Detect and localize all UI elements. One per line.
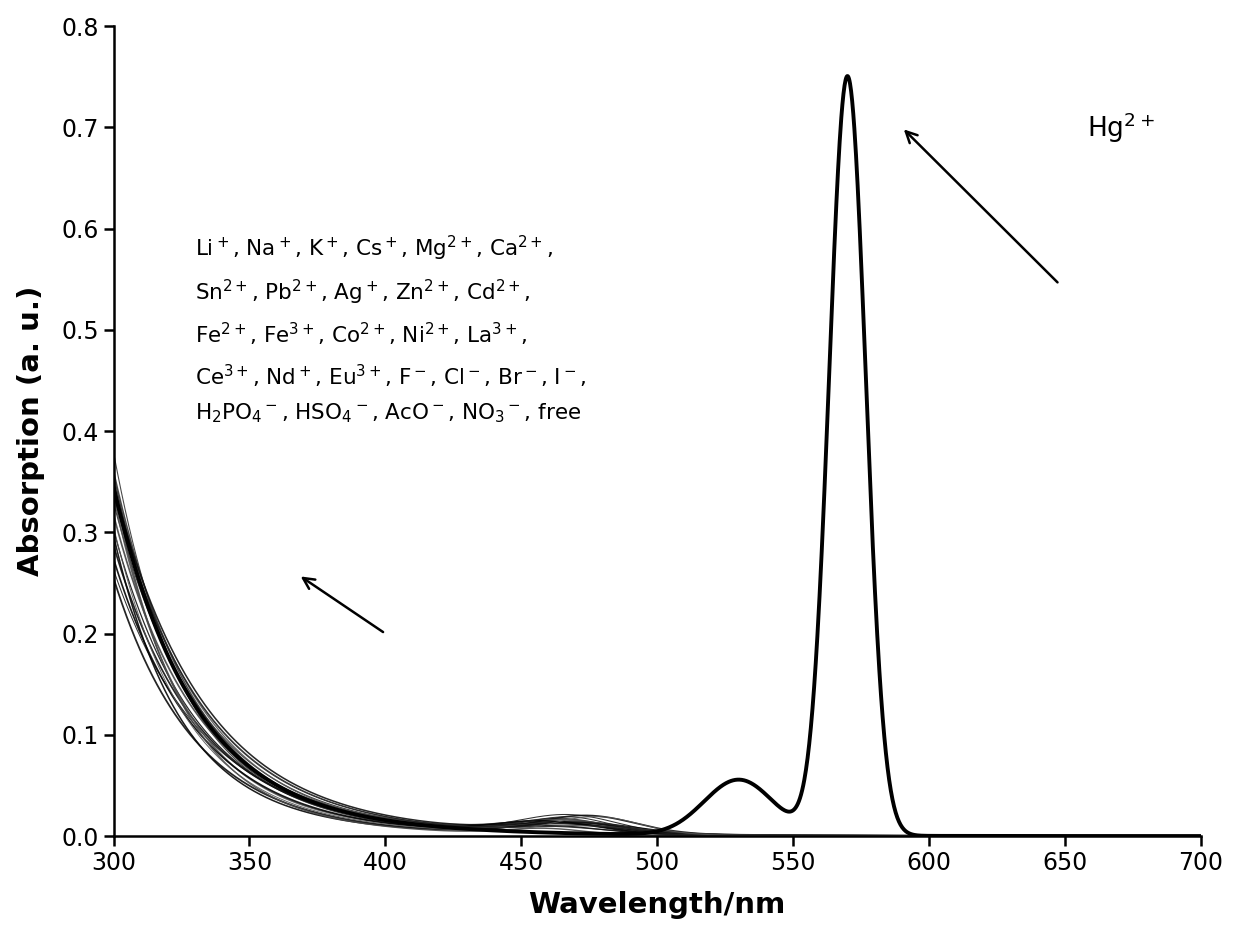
X-axis label: Wavelength/nm: Wavelength/nm <box>528 891 786 919</box>
Text: Li$^+$, Na$^+$, K$^+$, Cs$^+$, Mg$^{2+}$, Ca$^{2+}$,
Sn$^{2+}$, Pb$^{2+}$, Ag$^+: Li$^+$, Na$^+$, K$^+$, Cs$^+$, Mg$^{2+}$… <box>195 234 587 426</box>
Text: Hg$^{2+}$: Hg$^{2+}$ <box>1086 110 1154 145</box>
Y-axis label: Absorption (a. u.): Absorption (a. u.) <box>16 285 45 577</box>
